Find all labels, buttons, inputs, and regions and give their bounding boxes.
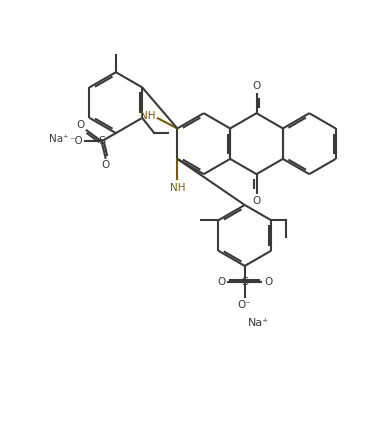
Text: O: O [217, 277, 225, 287]
Text: NH: NH [171, 183, 186, 193]
Text: O⁻: O⁻ [238, 300, 252, 310]
Text: O: O [102, 160, 110, 170]
Text: S: S [98, 136, 105, 146]
Text: Na⁺: Na⁺ [49, 134, 69, 144]
Text: NH: NH [140, 111, 156, 121]
Text: O: O [252, 196, 261, 207]
Text: S: S [241, 277, 248, 287]
Text: Na⁺: Na⁺ [248, 318, 269, 328]
Text: O: O [76, 120, 84, 130]
Text: ⁻O: ⁻O [70, 136, 83, 146]
Text: O: O [264, 277, 272, 287]
Text: O: O [252, 81, 261, 91]
